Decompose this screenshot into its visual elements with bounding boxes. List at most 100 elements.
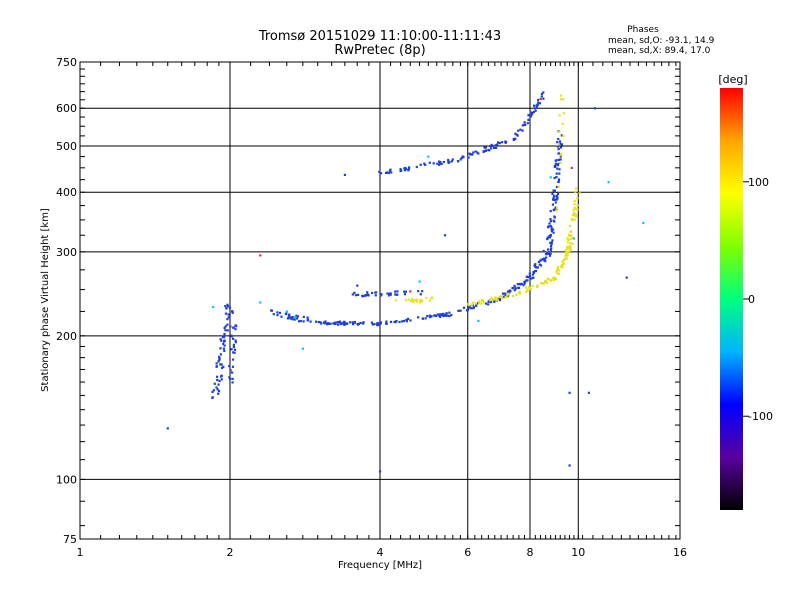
data-point bbox=[415, 165, 418, 169]
data-point bbox=[430, 315, 433, 318]
data-point bbox=[439, 161, 442, 164]
data-point bbox=[230, 310, 234, 313]
x-tick-label: 6 bbox=[464, 546, 471, 559]
data-point bbox=[411, 299, 414, 302]
data-point bbox=[490, 143, 493, 146]
data-point bbox=[353, 320, 356, 324]
data-point bbox=[232, 343, 235, 346]
data-point bbox=[357, 293, 360, 296]
data-point bbox=[642, 221, 645, 225]
data-point bbox=[233, 348, 237, 351]
data-point bbox=[564, 251, 567, 254]
data-point bbox=[223, 326, 226, 329]
data-point bbox=[481, 300, 485, 303]
data-point bbox=[531, 276, 534, 279]
scatter-points bbox=[166, 91, 645, 473]
data-point bbox=[353, 291, 356, 294]
data-point bbox=[471, 302, 474, 305]
data-point bbox=[379, 470, 382, 473]
data-point bbox=[296, 315, 300, 318]
data-point bbox=[539, 264, 543, 267]
data-point bbox=[554, 159, 557, 162]
data-point bbox=[549, 241, 552, 244]
data-point bbox=[547, 278, 550, 281]
data-point bbox=[528, 276, 531, 279]
data-point bbox=[408, 166, 411, 169]
data-point bbox=[489, 145, 492, 148]
data-point bbox=[379, 294, 382, 297]
data-point bbox=[219, 338, 222, 341]
data-point bbox=[234, 328, 237, 331]
data-point bbox=[565, 257, 568, 260]
data-point bbox=[220, 378, 223, 381]
data-point bbox=[474, 150, 477, 153]
data-point bbox=[231, 371, 234, 374]
data-point bbox=[547, 248, 550, 251]
data-point bbox=[405, 299, 408, 302]
data-point bbox=[401, 320, 404, 323]
data-point bbox=[572, 208, 575, 211]
data-point bbox=[227, 313, 230, 316]
data-point bbox=[535, 104, 538, 107]
data-point bbox=[568, 244, 571, 247]
data-point bbox=[519, 283, 522, 286]
data-point bbox=[224, 329, 227, 332]
data-point bbox=[536, 285, 539, 289]
data-point bbox=[431, 296, 434, 299]
data-point bbox=[537, 260, 540, 263]
data-point bbox=[552, 198, 555, 201]
data-point bbox=[545, 251, 548, 254]
data-point bbox=[394, 290, 397, 293]
data-point bbox=[354, 294, 357, 297]
data-point bbox=[506, 293, 509, 296]
data-point bbox=[570, 230, 573, 233]
data-point bbox=[218, 355, 221, 359]
data-point bbox=[526, 289, 529, 292]
data-point bbox=[366, 291, 369, 294]
data-point bbox=[211, 396, 214, 399]
colorbar bbox=[720, 88, 743, 510]
data-point bbox=[320, 322, 323, 325]
data-point bbox=[218, 357, 221, 360]
data-point bbox=[221, 335, 224, 339]
data-point bbox=[419, 163, 422, 166]
data-point bbox=[564, 257, 567, 260]
data-point bbox=[571, 236, 574, 240]
data-point bbox=[507, 290, 510, 293]
data-point bbox=[561, 266, 564, 269]
data-point bbox=[436, 162, 439, 165]
data-point bbox=[402, 319, 406, 323]
data-point bbox=[450, 313, 453, 317]
data-point bbox=[230, 334, 233, 337]
data-point bbox=[472, 307, 475, 310]
data-point bbox=[404, 290, 407, 293]
data-point bbox=[217, 360, 220, 363]
data-point bbox=[418, 301, 422, 304]
data-point bbox=[538, 102, 542, 105]
data-point bbox=[541, 282, 544, 285]
data-point bbox=[498, 296, 501, 299]
data-point bbox=[564, 254, 567, 257]
data-point bbox=[560, 154, 563, 157]
data-point bbox=[560, 143, 564, 146]
y-tick-label: 100 bbox=[56, 473, 77, 486]
data-point bbox=[548, 236, 551, 239]
data-point bbox=[549, 210, 552, 213]
chart-subtitle: RwPretec (8p) bbox=[334, 43, 425, 58]
data-point bbox=[534, 109, 537, 112]
data-point bbox=[280, 315, 283, 318]
data-point bbox=[573, 206, 576, 209]
data-point bbox=[217, 383, 220, 386]
data-point bbox=[302, 320, 305, 323]
data-point bbox=[467, 156, 470, 159]
data-point bbox=[570, 166, 573, 169]
data-point bbox=[287, 315, 290, 318]
data-point bbox=[259, 301, 262, 304]
data-point bbox=[446, 314, 449, 317]
data-point bbox=[556, 196, 559, 199]
data-point bbox=[438, 163, 441, 166]
data-point bbox=[554, 164, 557, 167]
data-point bbox=[371, 323, 374, 326]
data-point bbox=[554, 162, 557, 165]
